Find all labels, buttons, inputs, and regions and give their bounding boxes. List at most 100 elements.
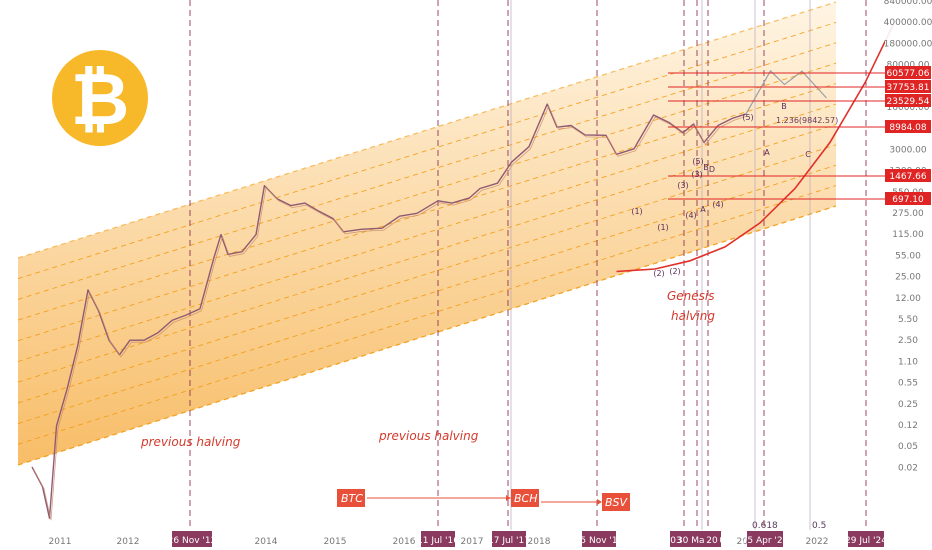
y-tick-label-22: 0.02 xyxy=(898,463,918,473)
channel-layer xyxy=(17,1,837,466)
price-tag-label-top-4: 1467.66 xyxy=(889,172,926,182)
x-tick-label-8: 2022 xyxy=(806,537,829,547)
wave-label-9: A xyxy=(700,205,706,214)
channel-line-6 xyxy=(17,123,837,383)
projection-line xyxy=(745,69,827,115)
wave-label-13: B xyxy=(781,102,787,111)
price-line-shadow xyxy=(33,105,748,521)
date-pill-label-8: 29 Jul '24 xyxy=(845,536,887,546)
y-tick-label-10: 275.00 xyxy=(892,209,924,219)
fork-bsv-box xyxy=(602,493,630,511)
x-tick-label-2: 2014 xyxy=(255,537,278,547)
date-pill-box-7 xyxy=(747,531,783,547)
date-pill-box-0 xyxy=(172,531,212,547)
price-tag-box-top-5 xyxy=(885,192,931,205)
date-pill-label-6: 20 xyxy=(706,536,718,546)
price-tag-label-top-2: 23529.54 xyxy=(887,97,930,107)
y-tick-label-2: 180000.00 xyxy=(884,39,932,49)
date-pill-label-3: 05 Nov '18 xyxy=(575,536,624,546)
annotation-target: 1.236(9842.57) xyxy=(776,116,838,125)
annotation-fib-0618: 0.618 xyxy=(752,521,778,531)
channel-line-3 xyxy=(17,62,837,321)
price-tag-box-top-3 xyxy=(885,120,931,133)
date-pill-label-4: 03 xyxy=(670,536,681,546)
price-tag-label-top-3: 8984.08 xyxy=(889,123,926,133)
fork-bch-box xyxy=(511,489,539,507)
wave-label-8: (4) xyxy=(712,200,723,209)
x-tick-label-3: 2015 xyxy=(324,537,347,547)
wave-label-1: (2) xyxy=(653,269,664,278)
date-marker-layer xyxy=(189,0,867,530)
date-pill-label-7: 05 Apr '21 xyxy=(742,536,789,546)
price-layer xyxy=(31,24,894,521)
fork-bch-label: BCH xyxy=(514,492,538,505)
wave-label-12: (5) xyxy=(742,113,753,122)
price-tag-box-top-0 xyxy=(885,66,931,79)
price-tag-label-top-1: 37753.81 xyxy=(887,83,930,93)
y-tick-label-18: 0.55 xyxy=(898,379,918,389)
date-pill-label-5: 30 Mar '20 xyxy=(677,536,725,546)
annotation-fib-05: 0.5 xyxy=(812,521,826,531)
date-pill-box-1 xyxy=(421,531,455,547)
channel-line-4 xyxy=(17,83,837,342)
channel-line-8 xyxy=(17,164,837,425)
price-tag-label-top-0: 60577.06 xyxy=(887,69,930,79)
y-tick-label-17: 1.10 xyxy=(898,357,918,367)
channel-line-7 xyxy=(17,144,837,404)
x-tick-label-0: 2011 xyxy=(49,537,72,547)
y-tick-label-11: 115.00 xyxy=(892,230,924,240)
wave-label-14: A xyxy=(764,148,770,157)
y-tick-label-20: 0.12 xyxy=(898,421,918,431)
price-tag-box-top-2 xyxy=(885,94,931,107)
fork-btc-label: BTC xyxy=(341,492,363,505)
y-tick-label-19: 0.25 xyxy=(898,400,918,410)
price-tag-box-top-4 xyxy=(885,169,931,182)
date-pill-box-4 xyxy=(670,531,682,547)
price-tag-label-top-5: 697.10 xyxy=(892,195,924,205)
channel-line-9 xyxy=(17,185,837,445)
annotation-halving: halving xyxy=(671,309,715,323)
y-tick-label-0: 840000.00 xyxy=(884,0,932,7)
date-pill-label-0: 26 Nov '12 xyxy=(168,536,217,546)
y-tick-label-16: 2.50 xyxy=(898,336,918,346)
channel-line-0 xyxy=(17,1,837,259)
date-pill-box-3 xyxy=(582,531,616,547)
y-tick-label-13: 25.00 xyxy=(895,273,921,283)
annotation-previous-halving-2: previous halving xyxy=(378,429,479,443)
fork-btc-box xyxy=(337,489,365,507)
annotation-genesis: Genesis xyxy=(667,289,715,303)
date-pill-box-6 xyxy=(704,531,720,547)
wave-label-11: D xyxy=(709,165,715,174)
wave-label-4: (3) xyxy=(677,181,688,190)
date-pill-label-1: 11 Jul '16 xyxy=(417,536,459,546)
support-curve xyxy=(616,24,894,273)
x-tick-label-4: 2016 xyxy=(393,537,416,547)
bitcoin-logo-glyph: ₿ xyxy=(71,57,130,141)
wave-label-3: (2) xyxy=(669,267,680,276)
date-pill-box-8 xyxy=(848,531,884,547)
y-tick-label-12: 55.00 xyxy=(895,251,921,261)
price-tag-box-top-1 xyxy=(885,80,931,93)
wave-label-15: C xyxy=(805,150,811,159)
bitcoin-logo-circle xyxy=(52,50,148,146)
fork-flow: BTC BCH BSV xyxy=(337,489,630,511)
channel-line-1 xyxy=(17,21,837,280)
annotation-previous-halving-1: previous halving xyxy=(140,435,241,449)
y-tick-label-15: 5.50 xyxy=(898,315,918,325)
date-pill-box-2 xyxy=(492,531,526,547)
wave-label-2: (1) xyxy=(657,223,668,232)
bitcoin-logo: ₿ xyxy=(52,50,148,146)
channel-line-5 xyxy=(17,103,837,362)
channel-line-10 xyxy=(17,205,837,466)
y-tick-label-14: 12.00 xyxy=(895,294,921,304)
channel-band xyxy=(18,2,836,465)
y-tick-label-7: 3000.00 xyxy=(889,145,926,155)
x-tick-label-1: 2012 xyxy=(117,537,140,547)
channel-line-2 xyxy=(17,42,837,300)
wave-label-5: (4) xyxy=(685,211,696,220)
fork-arrowhead-2 xyxy=(597,499,602,505)
wave-label-10: B xyxy=(703,163,709,172)
wave-label-6: (5) xyxy=(692,157,703,166)
